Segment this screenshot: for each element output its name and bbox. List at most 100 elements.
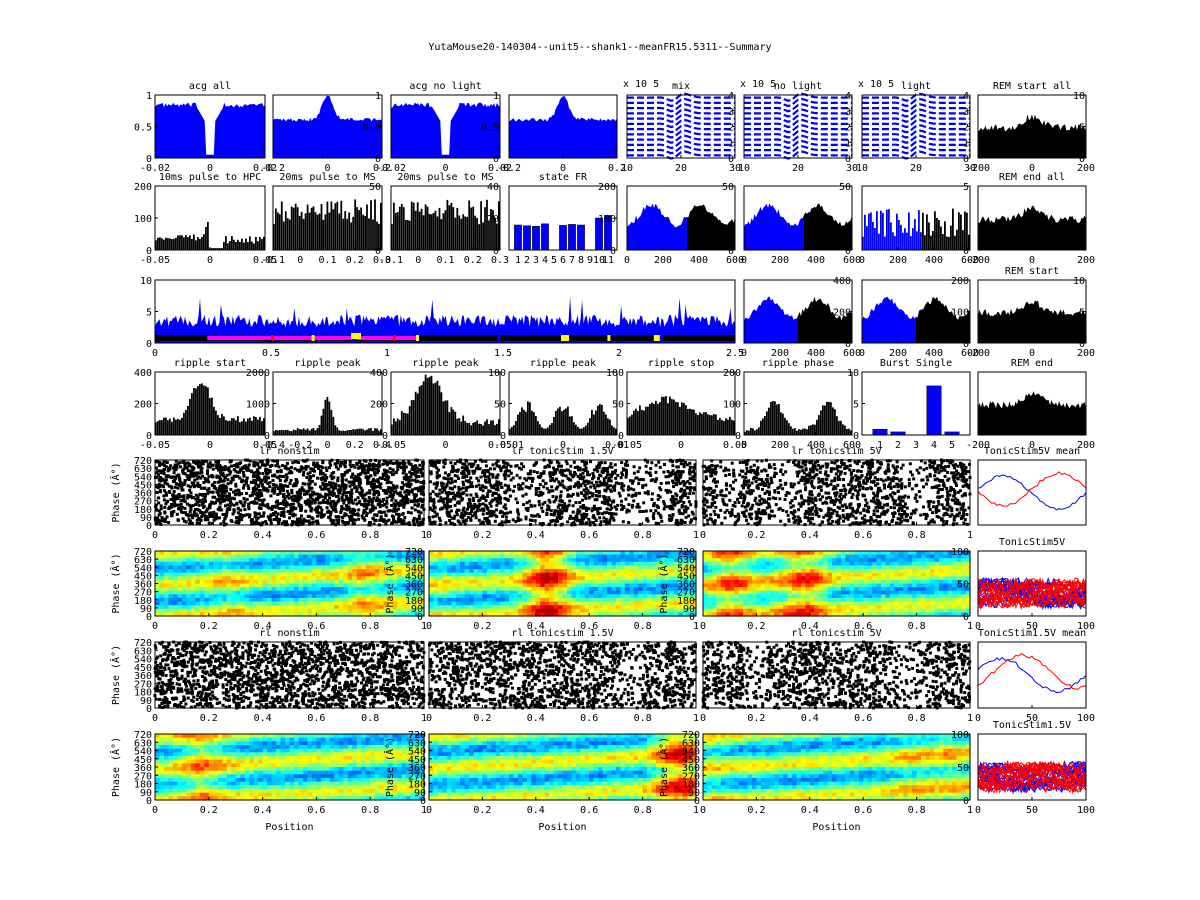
panel-title: ripple start [174, 358, 246, 369]
spike-point [502, 512, 506, 516]
spike-point [602, 466, 606, 470]
spike-point [328, 481, 331, 485]
panel-title: mix [672, 81, 690, 92]
spike-point [590, 481, 594, 485]
spike-point [247, 463, 251, 467]
spike-point [842, 494, 846, 498]
histogram-bar [679, 406, 681, 435]
spike-point [201, 514, 204, 518]
spike-point [345, 522, 349, 525]
x-tick-label: 30 [729, 163, 741, 174]
spike-point [514, 520, 518, 524]
spike-point [417, 468, 421, 472]
spike-point [173, 479, 176, 482]
spike-point [413, 497, 417, 501]
spike-point [644, 483, 648, 487]
spike-point [188, 522, 191, 526]
spike-point [207, 480, 211, 484]
spike-point [389, 481, 393, 485]
spike-point [186, 461, 190, 465]
histogram-bar [231, 236, 233, 250]
spike-point [740, 492, 744, 496]
spike-point [420, 474, 424, 478]
spike-point [810, 493, 814, 497]
spike-point [254, 482, 258, 486]
y-tick-label: 100 [598, 214, 616, 225]
spike-point [680, 470, 684, 474]
spike-point [598, 463, 602, 467]
spike-point [475, 495, 479, 499]
histogram-bar [402, 207, 405, 250]
spike-point [199, 468, 203, 472]
spike-point [375, 496, 379, 500]
spike-point [867, 470, 871, 474]
axes-frame [626, 185, 736, 251]
panel-acg_no_light_2: -0.2 0 0.2 [497, 94, 626, 174]
spike-point [658, 513, 662, 517]
spike-point [484, 459, 488, 463]
spike-point [719, 465, 723, 469]
spike-point [852, 469, 856, 472]
spike-point [406, 476, 410, 480]
panel-title: light [901, 81, 931, 92]
spike-point [900, 513, 904, 516]
spike-point [201, 474, 205, 478]
spike-point [625, 463, 629, 467]
category-label: 4 [931, 440, 937, 451]
spike-point [277, 485, 281, 489]
spike-point [580, 513, 584, 517]
spike-point [195, 477, 199, 481]
spike-point [488, 472, 492, 476]
spike-point [831, 499, 835, 503]
spike-point [366, 482, 369, 486]
spike-point [378, 510, 382, 514]
spike-point [357, 479, 361, 483]
spike-point [183, 464, 187, 468]
histogram-bar [402, 412, 405, 435]
spike-point [921, 478, 925, 482]
spike-point [179, 499, 183, 503]
spike-point [940, 488, 944, 491]
histogram-bar [213, 406, 215, 435]
histogram-bar [689, 408, 691, 435]
spike-point [268, 464, 272, 468]
histogram-bar [165, 417, 167, 435]
spike-point [677, 476, 681, 480]
histogram-bar [454, 217, 457, 250]
spike-point [841, 513, 845, 517]
spike-point [167, 466, 171, 470]
spike-point [724, 474, 728, 477]
spike-point [399, 485, 403, 489]
spike-point [846, 517, 850, 521]
spike-point [449, 505, 453, 509]
panel-title: no light [774, 81, 822, 92]
histogram-bar [926, 214, 928, 250]
spike-point [603, 519, 607, 523]
spike-point [499, 496, 503, 500]
waveform-line [862, 145, 970, 155]
spike-point [688, 468, 692, 472]
x-tick-label: -0.02 [140, 163, 170, 174]
spike-point [234, 484, 238, 488]
spike-point [521, 482, 525, 486]
spike-point [367, 495, 371, 499]
spike-point [339, 511, 343, 514]
spike-point [182, 519, 186, 523]
spike-point [388, 467, 392, 471]
spike-point [245, 476, 249, 480]
spike-point [266, 476, 270, 480]
spike-point [613, 463, 617, 467]
spike-point [350, 491, 354, 495]
spike-point [367, 503, 371, 507]
histogram-bar [559, 406, 561, 435]
spike-point [394, 490, 398, 494]
spike-point [533, 504, 537, 508]
spike-point [671, 479, 674, 483]
histogram-bar [701, 413, 703, 435]
spike-point [654, 470, 658, 474]
spike-point [192, 485, 196, 489]
spike-point [384, 522, 388, 526]
spike-point [287, 492, 291, 496]
spike-point [357, 517, 361, 521]
